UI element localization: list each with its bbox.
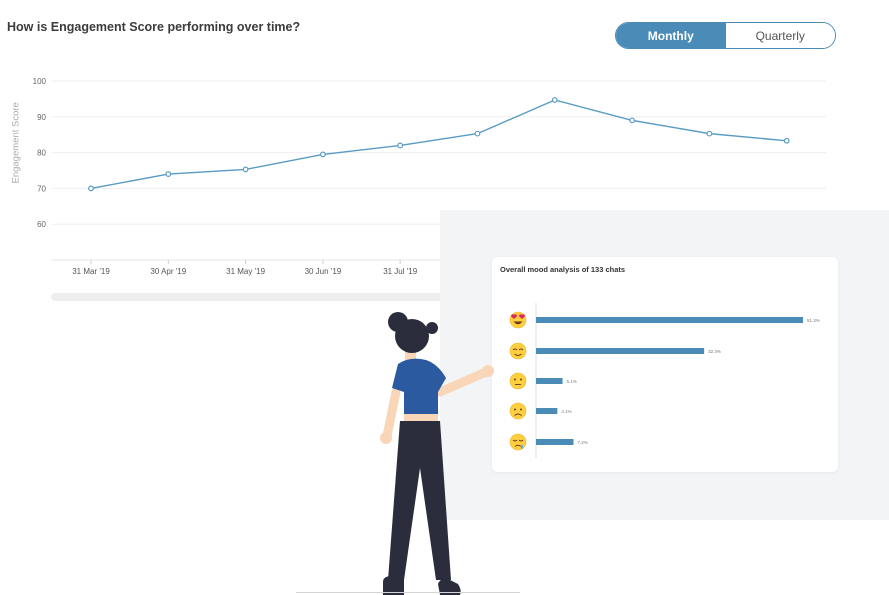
mood-analysis-card bbox=[492, 257, 838, 472]
data-point bbox=[88, 185, 94, 192]
chart-scrollbar[interactable] bbox=[51, 293, 451, 301]
data-point bbox=[706, 130, 713, 137]
mood-bar-label: 5.1% bbox=[567, 379, 577, 384]
relieved-emoji bbox=[509, 342, 527, 360]
heart-eyes-emoji bbox=[509, 311, 527, 329]
data-point bbox=[551, 97, 558, 103]
mood-bar-label: 4.1% bbox=[561, 409, 571, 414]
mood-bar bbox=[536, 317, 803, 323]
x-tick-label: 30 Apr '19 bbox=[150, 267, 186, 276]
mood-bar-label: 51.3% bbox=[807, 318, 820, 323]
monthly-toggle-button[interactable]: Monthly bbox=[616, 23, 726, 48]
data-point bbox=[165, 171, 172, 177]
mood-bar bbox=[536, 408, 558, 414]
y-tick-label: 100 bbox=[33, 77, 47, 86]
mood-chart-title: Overall mood analysis of 133 chats bbox=[500, 265, 626, 274]
x-tick-label: 31 Jul '19 bbox=[383, 267, 418, 276]
data-point bbox=[397, 142, 404, 149]
y-tick-label: 90 bbox=[37, 113, 46, 122]
mood-bar bbox=[536, 378, 563, 384]
y-tick-label: 80 bbox=[37, 149, 46, 158]
engagement-series-line bbox=[90, 99, 787, 190]
crying-emoji bbox=[509, 433, 527, 451]
x-tick-label: 31 Mar '19 bbox=[72, 267, 110, 276]
frowning-emoji bbox=[509, 402, 527, 420]
period-toggle: Monthly Quarterly bbox=[615, 22, 836, 49]
mood-bar-label: 7.2% bbox=[577, 440, 587, 445]
data-point bbox=[629, 117, 635, 124]
x-tick-label: 30 Jun '19 bbox=[305, 267, 342, 276]
x-tick-label: 31 May '19 bbox=[226, 267, 265, 276]
neutral-emoji bbox=[509, 372, 527, 390]
y-tick-label: 70 bbox=[37, 184, 46, 193]
data-point bbox=[474, 130, 481, 137]
mood-bar bbox=[536, 348, 705, 354]
floor-line bbox=[296, 592, 520, 593]
data-point bbox=[320, 151, 326, 158]
data-point bbox=[242, 166, 249, 173]
quarterly-toggle-button[interactable]: Quarterly bbox=[725, 23, 835, 48]
y-tick-label: 60 bbox=[37, 220, 46, 229]
page-question: How is Engagement Score performing over … bbox=[7, 20, 301, 34]
engagement-line-chart: 60 70 80 90 100 31 Mar '19 30 Apr '19 31 May '1… bbox=[33, 77, 826, 276]
mood-bar bbox=[536, 439, 574, 445]
data-point bbox=[783, 137, 790, 144]
mood-bar-label: 32.3% bbox=[708, 349, 721, 354]
